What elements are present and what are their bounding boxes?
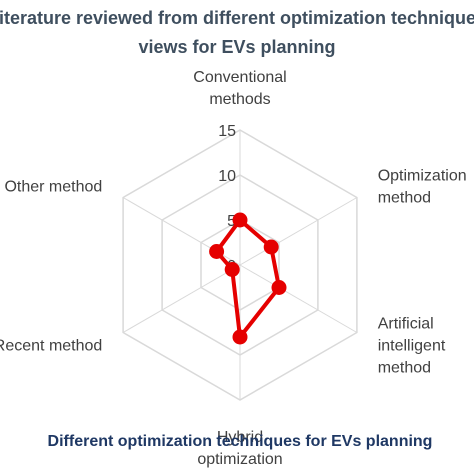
spoke-1	[240, 198, 357, 266]
chart-title-line-2: views for EVs planning	[138, 37, 335, 57]
category-label-0-line-1: methods	[209, 91, 270, 108]
grid-layer	[123, 130, 357, 400]
category-label-2-line-1: intelligent	[378, 338, 446, 355]
data-point-0-5	[209, 244, 224, 259]
category-label-0-line-0: Conventional	[193, 69, 286, 86]
spoke-4	[123, 265, 240, 333]
category-label-2: Artificial intelligent method	[378, 316, 446, 377]
x-axis-label: Different optimization techniques for EV…	[48, 433, 433, 450]
chart-title-line-1: Literature reviewed from different optim…	[0, 8, 474, 28]
data-point-0-0	[233, 213, 248, 228]
category-label-2-line-0: Artificial	[378, 316, 434, 333]
data-point-0-2	[272, 280, 287, 295]
category-label-1-line-1: method	[378, 190, 431, 207]
data-point-0-3	[233, 330, 248, 345]
category-label-1: Optimization method	[378, 168, 467, 207]
category-label-1-line-0: Optimization	[378, 168, 467, 185]
category-label-2-line-2: method	[378, 360, 431, 377]
tick-label-15: 15	[218, 123, 236, 140]
category-label-4-line-0: Recent method	[0, 338, 102, 355]
category-label-5: Other method	[4, 179, 102, 196]
category-label-5-line-0: Other method	[4, 179, 102, 196]
category-label-3-line-1: optimization	[197, 451, 282, 468]
data-point-0-1	[264, 240, 279, 255]
spoke-2	[240, 265, 357, 333]
tick-label-10: 10	[218, 168, 236, 185]
data-point-0-4	[225, 262, 240, 277]
category-label-4: Recent method	[0, 338, 102, 355]
series-layer	[209, 213, 286, 345]
category-label-0: Conventional methods	[193, 69, 286, 108]
